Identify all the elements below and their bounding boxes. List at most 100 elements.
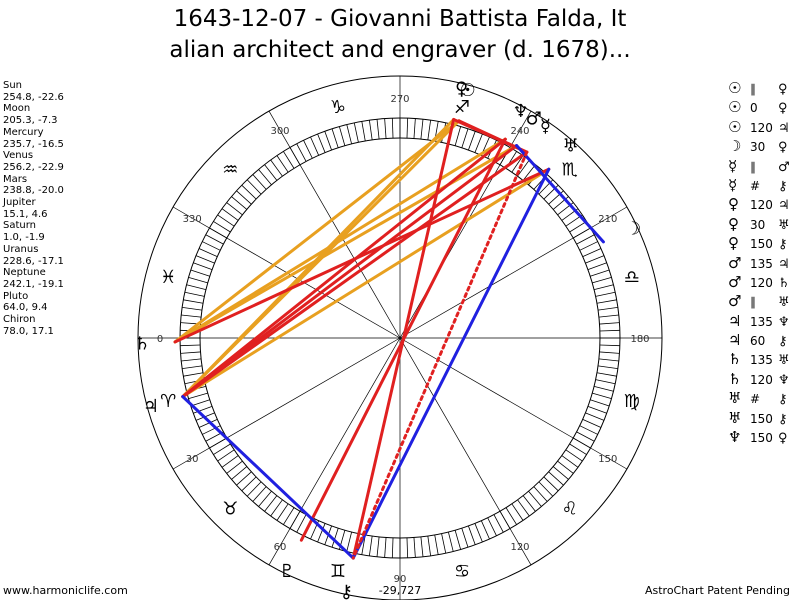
degree-label: 330 — [183, 214, 202, 225]
aspect-type: # — [750, 392, 761, 407]
aspect-type: 30 — [750, 217, 766, 232]
planet-coords: 242.1, -19.1 — [3, 278, 64, 290]
degree-tick — [384, 118, 387, 139]
degree-tick — [188, 276, 208, 284]
zodiac-sign-glyph: ♑ — [330, 97, 346, 118]
planet-coords: 205.3, -7.3 — [3, 115, 58, 127]
planet-positions-list: Sun 254.8, -22.6 Moon 205.3, -7.3 Mercury 235… — [3, 80, 64, 337]
degree-tick — [474, 523, 483, 543]
aspect-row: ♂ ∥ ♅ — [728, 292, 790, 311]
degree-tick — [195, 255, 215, 264]
degree-tick — [585, 412, 605, 421]
degree-tick — [241, 184, 257, 200]
degree-tick — [338, 126, 346, 146]
degree-tick — [517, 499, 530, 517]
degree-tick — [582, 248, 602, 258]
planet-name: Neptune — [3, 267, 46, 279]
degree-tick — [561, 455, 579, 468]
aspect-type: 135 — [750, 256, 773, 271]
sign-spoke — [268, 337, 401, 566]
degree-tick — [270, 159, 283, 177]
sign-spoke — [399, 337, 532, 566]
degree-label: 270 — [390, 94, 409, 105]
degree-tick — [231, 466, 248, 480]
aspect-type: 120 — [750, 372, 773, 387]
degree-tick — [579, 425, 598, 435]
sign-spoke — [399, 206, 628, 339]
chart-title: 1643-12-07 - Giovanni Battista Falda, It… — [80, 4, 720, 66]
degree-tick — [596, 299, 617, 304]
aspect-row: ♂ 135 ♃ — [728, 254, 790, 273]
aspect-row: ☉ ∥ ♀ — [728, 79, 790, 98]
planet-coords: 228.6, -17.1 — [3, 255, 64, 267]
planet-coords: 238.8, -20.0 — [3, 185, 64, 197]
zodiac-sign-glyph: ♓ — [160, 267, 176, 288]
footer-website: www.harmoniclife.com — [3, 584, 128, 597]
zodiac-sign-glyph: ♉ — [222, 499, 238, 520]
zodiac-sign-glyph: ♋ — [454, 561, 470, 582]
degree-tick — [598, 358, 619, 362]
aspect-row: ♆ 150 ♀ — [728, 428, 790, 447]
degree-tick — [217, 449, 235, 462]
aspect-row: ♃ 135 ♆ — [728, 312, 790, 331]
aspect-planet-1-glyph: ☿ — [728, 156, 738, 175]
degree-tick — [595, 379, 616, 385]
planet-glyph-chiron: ⚷ — [340, 581, 353, 600]
degree-label: 150 — [598, 454, 617, 465]
degree-tick — [188, 392, 208, 400]
degree-tick — [310, 136, 320, 156]
aspect-type: 135 — [750, 353, 773, 368]
aspect-planet-2-glyph: ♆ — [778, 314, 790, 330]
aspect-type: 150 — [750, 237, 773, 252]
planet-coords: 15.1, 4.6 — [3, 208, 48, 220]
degree-tick — [264, 495, 278, 512]
aspect-type: 120 — [750, 198, 773, 213]
degree-tick — [597, 365, 618, 370]
degree-tick — [270, 499, 283, 517]
aspect-planet-2-glyph: ⚷ — [778, 334, 788, 350]
degree-tick — [258, 169, 272, 186]
aspect-line — [351, 167, 551, 560]
degree-tick — [236, 190, 252, 205]
degree-label: 60 — [274, 542, 287, 553]
degree-tick — [184, 291, 205, 297]
aspect-line — [181, 137, 507, 399]
degree-tick — [241, 476, 257, 492]
degree-tick — [368, 120, 373, 141]
degree-tick — [324, 131, 332, 151]
aspect-planet-1-glyph: ♆ — [728, 428, 742, 447]
title-line-2: alian architect and engraver (d. 1678)..… — [169, 37, 631, 63]
degree-tick — [522, 495, 536, 512]
zodiac-sign-glyph: ♐ — [454, 97, 470, 118]
degree-tick — [183, 372, 204, 377]
planet-glyph-uranus: ♅ — [563, 135, 579, 156]
degree-tick — [353, 122, 359, 143]
degree-label: 0 — [157, 334, 163, 345]
aspect-row: ♄ 120 ♆ — [728, 370, 790, 389]
degree-tick — [461, 128, 469, 148]
aspect-type: # — [750, 178, 761, 193]
degree-tick — [413, 537, 416, 558]
aspect-type: ∥ — [750, 82, 756, 96]
aspect-row: ♄ 135 ♅ — [728, 350, 790, 369]
degree-tick — [511, 155, 524, 173]
degree-tick — [221, 455, 239, 468]
degree-tick — [454, 530, 462, 550]
aspect-planet-2-glyph: ♅ — [778, 353, 790, 369]
aspect-planet-1-glyph: ♂ — [728, 272, 742, 291]
degree-tick — [461, 528, 469, 548]
degree-tick — [569, 443, 587, 455]
degree-tick — [552, 466, 569, 480]
degree-tick — [346, 531, 353, 552]
planet-name: Saturn — [3, 220, 37, 232]
degree-tick — [406, 118, 409, 139]
degree-tick — [505, 507, 517, 525]
degree-tick — [517, 159, 530, 177]
planet-coords: 1.0, -1.9 — [3, 232, 45, 244]
degree-tick — [181, 358, 202, 362]
planet-name: Moon — [3, 103, 31, 115]
degree-tick — [468, 131, 476, 151]
aspect-row: ☉ 120 ♃ — [728, 118, 790, 137]
aspect-planet-1-glyph: ♄ — [728, 369, 742, 388]
degree-tick — [317, 133, 326, 153]
